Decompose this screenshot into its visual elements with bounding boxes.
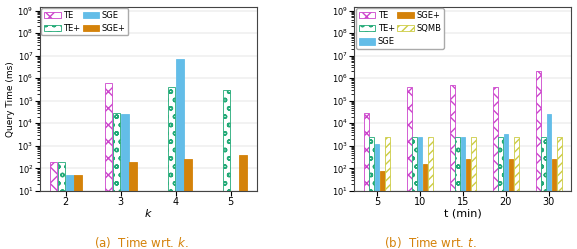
Legend: TE, TE+, SGE, SGE+: TE, TE+, SGE, SGE+ [42,8,128,35]
Bar [423,164,428,249]
Bar [493,87,498,249]
Bar [129,162,137,249]
Bar [514,137,519,249]
Bar [428,137,433,249]
Y-axis label: Query Time (ms): Query Time (ms) [6,61,14,137]
Bar [499,137,503,249]
Legend: TE, TE+, SGE, SGE+, SQMB: TE, TE+, SGE, SGE+, SQMB [356,8,444,49]
Bar [104,83,112,249]
Bar [374,144,379,249]
Bar [380,171,384,249]
Bar [460,137,465,249]
Bar [121,114,129,249]
Bar [450,85,455,249]
Bar [369,137,374,249]
Bar [223,90,230,249]
Bar [557,137,561,249]
Bar [184,159,192,249]
Bar [168,87,175,249]
Bar [58,162,65,249]
Bar [413,137,417,249]
Bar [364,113,369,249]
Bar [418,137,422,249]
Bar [50,162,57,249]
Bar [541,137,546,249]
Bar [455,137,460,249]
Bar [536,71,541,249]
Bar [66,175,74,249]
Text: (a)  Time wrt. $k$.: (a) Time wrt. $k$. [94,235,189,249]
Bar [546,114,551,249]
Bar [466,159,470,249]
Bar [504,133,508,249]
Bar [471,137,475,249]
X-axis label: k: k [145,209,152,219]
Text: (b)  Time wrt. $t$.: (b) Time wrt. $t$. [384,235,476,249]
Bar [552,159,556,249]
Bar [407,87,412,249]
Bar [509,159,514,249]
Bar [113,113,121,249]
Bar [176,59,183,249]
Bar [385,137,389,249]
Bar [239,155,247,249]
Bar [74,175,82,249]
X-axis label: t (min): t (min) [444,209,482,219]
